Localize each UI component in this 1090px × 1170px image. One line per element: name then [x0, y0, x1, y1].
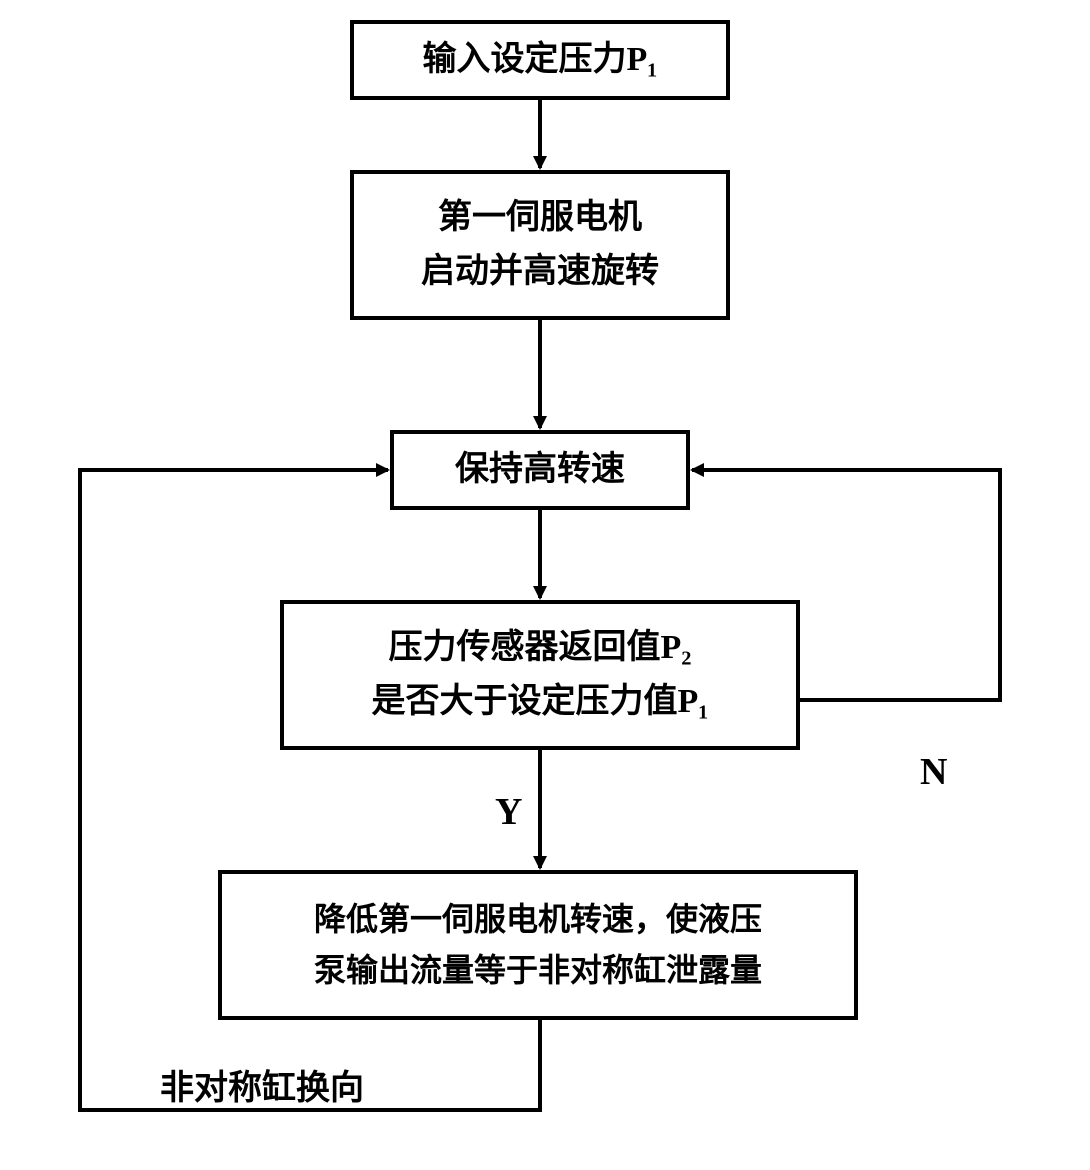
node-line: 启动并高速旋转 — [421, 245, 659, 299]
node-pressure-check: 压力传感器返回值P₂ 是否大于设定压力值P₁ — [280, 600, 800, 750]
node-line: 是否大于设定压力值P₁ — [372, 675, 709, 729]
node-line: 第一伺服电机 — [438, 191, 642, 245]
node-line: 泵输出流量等于非对称缸泄露量 — [314, 945, 762, 996]
node-line: 降低第一伺服电机转速，使液压 — [314, 894, 762, 945]
label-no: N — [920, 750, 947, 794]
node-text: 保持高转速 — [455, 443, 625, 497]
node-input-pressure: 输入设定压力P₁ — [350, 20, 730, 100]
node-text: 输入设定压力P₁ — [423, 33, 658, 87]
node-keep-speed: 保持高转速 — [390, 430, 690, 510]
node-servo-start: 第一伺服电机 启动并高速旋转 — [350, 170, 730, 320]
node-line: 压力传感器返回值P₂ — [389, 621, 692, 675]
label-yes: Y — [495, 790, 522, 834]
node-reduce-speed: 降低第一伺服电机转速，使液压 泵输出流量等于非对称缸泄露量 — [218, 870, 858, 1020]
label-reverse: 非对称缸换向 — [160, 1060, 364, 1109]
